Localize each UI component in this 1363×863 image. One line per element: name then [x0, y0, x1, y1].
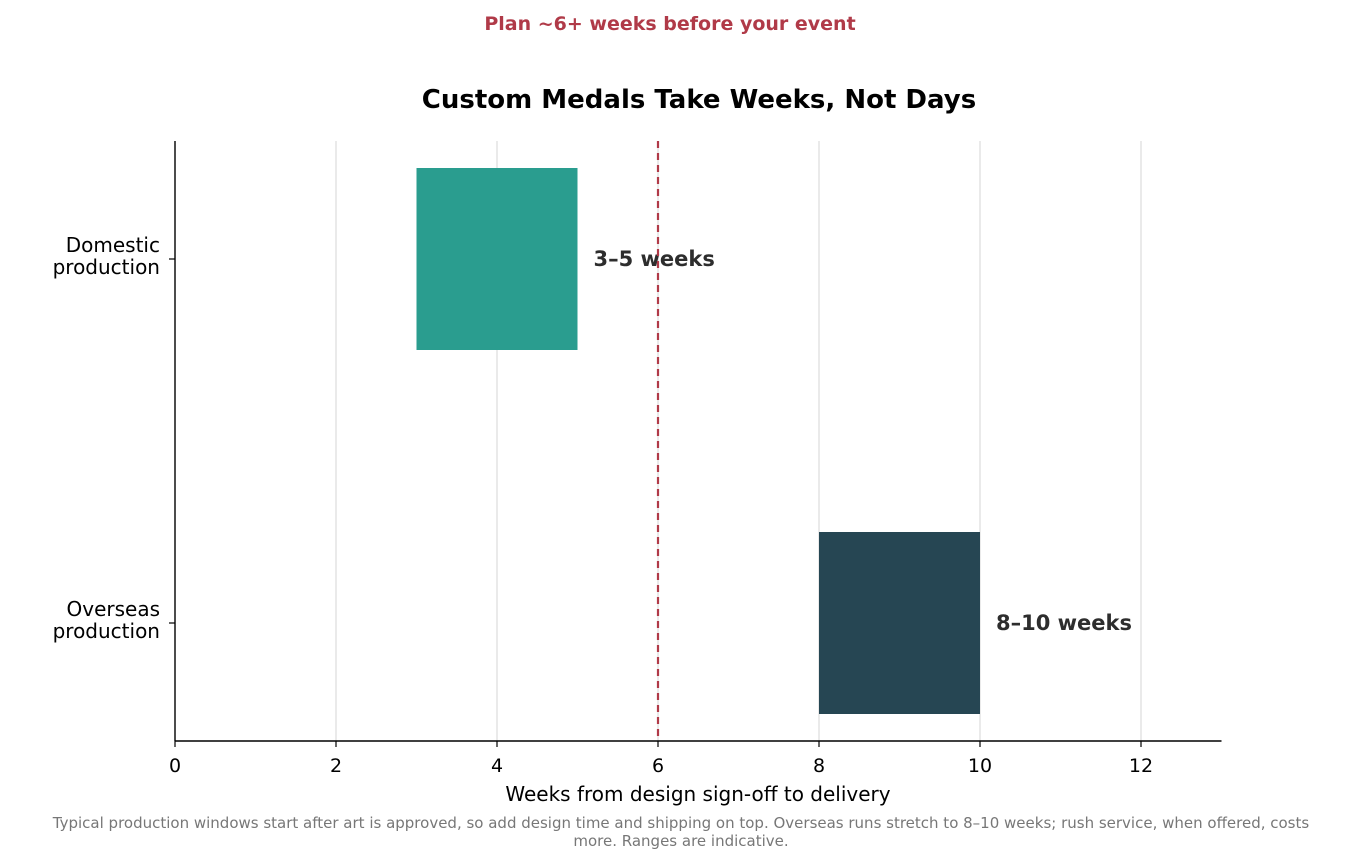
footnote-line-1: more. Ranges are indicative. — [573, 832, 788, 850]
bar-label-0: 3–5 weeks — [594, 247, 715, 271]
footnote-line-0: Typical production windows start after a… — [52, 814, 1310, 832]
x-tick-label-0: 0 — [169, 755, 181, 777]
x-tick-label-8: 8 — [813, 755, 825, 777]
y-category-label-1-1: production — [53, 619, 160, 643]
bars: 3–5 weeks 8–10 weeks — [416, 168, 1132, 714]
bar-1 — [819, 532, 980, 714]
x-ticks: 0 2 4 6 8 10 12 — [169, 741, 1153, 777]
x-tick-label-6: 6 — [652, 755, 664, 777]
x-tick-label-4: 4 — [491, 755, 503, 777]
y-category-label-0-1: production — [53, 255, 160, 279]
bar-label-1: 8–10 weeks — [996, 611, 1132, 635]
x-tick-label-2: 2 — [330, 755, 342, 777]
x-axis-label: Weeks from design sign-off to delivery — [505, 782, 890, 806]
bar-0 — [416, 168, 578, 350]
axes — [174, 141, 1222, 742]
chart-title: Custom Medals Take Weeks, Not Days — [422, 85, 976, 115]
y-category-label-0-0: Domestic — [66, 233, 160, 257]
x-tick-label-10: 10 — [968, 755, 992, 777]
x-tick-label-12: 12 — [1129, 755, 1153, 777]
y-category-label-1-0: Overseas — [66, 597, 160, 621]
footnote: Typical production windows start after a… — [52, 814, 1310, 850]
annotation-text: Plan ~6+ weeks before your event — [484, 13, 855, 35]
